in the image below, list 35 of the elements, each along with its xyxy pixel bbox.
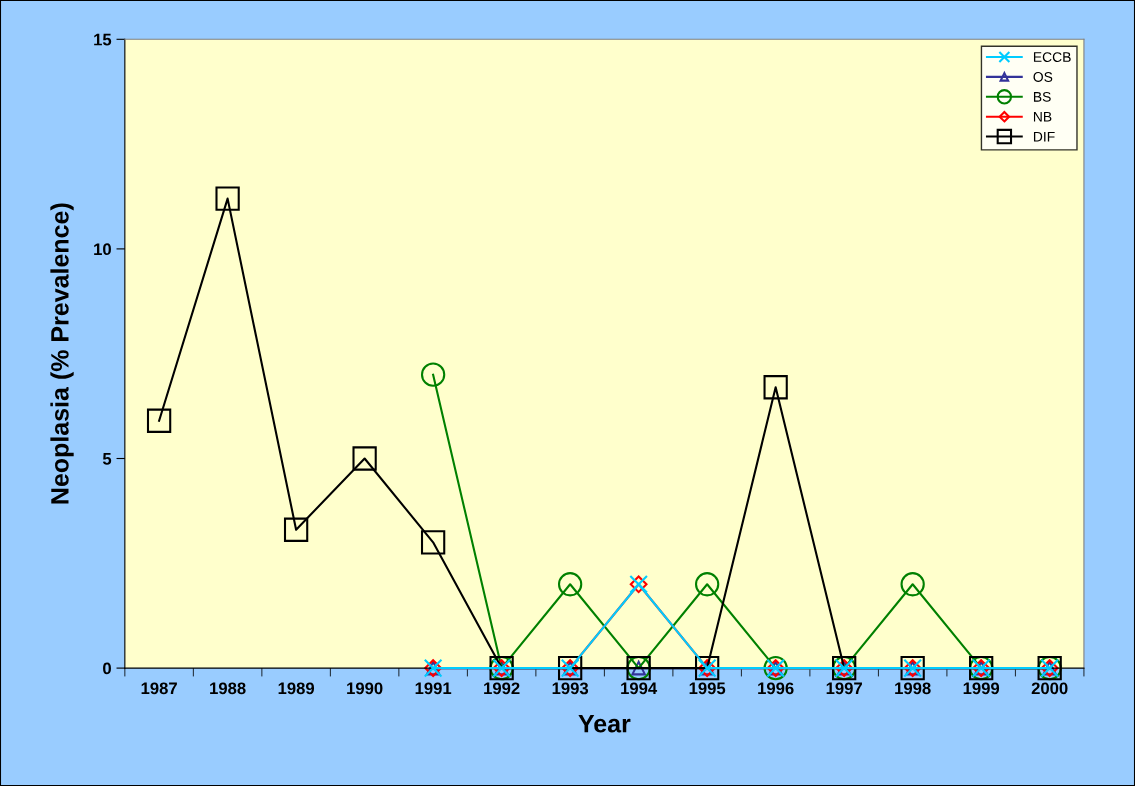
x-tick-label: 1990 [347,682,383,695]
x-tick-label: 1995 [689,682,726,695]
x-tick-label: 1999 [963,682,1000,695]
y-tick-label: 5 [102,453,112,465]
y-axis-title: Neoplasia (% Prevalence) [50,203,74,504]
x-tick-label: 1992 [484,682,520,695]
point [283,517,309,542]
point [694,572,720,597]
x-tick-label: 2000 [1031,682,1068,695]
legend-label: BS [1033,91,1051,102]
x-tick-label: 1994 [621,682,658,695]
legend-label: NB [1033,111,1052,122]
x-tick-label: 1997 [826,682,862,695]
x-tick-label: 1989 [278,682,315,695]
point [215,186,240,211]
y-tick-label: 15 [94,33,112,46]
x-axis-title: Year [578,715,631,733]
x-tick-label: 1993 [552,682,589,695]
point [763,375,788,400]
x-tick-label: 1991 [415,682,452,695]
x-tick-label: 1996 [758,682,794,695]
point [420,362,446,387]
y-tick-label: 0 [103,662,111,675]
point [146,408,172,433]
legend-label: OS [1033,72,1053,82]
legend-label: ECCB [1033,52,1071,62]
legend-label: DIF [1033,131,1055,142]
point [352,446,377,471]
x-tick-label: 1987 [141,682,177,695]
x-tick-label: 1998 [895,682,931,695]
x-tick-label: 1988 [210,682,246,695]
point [557,572,583,597]
point [900,572,925,597]
point [420,530,446,555]
y-tick-label: 10 [94,243,111,256]
